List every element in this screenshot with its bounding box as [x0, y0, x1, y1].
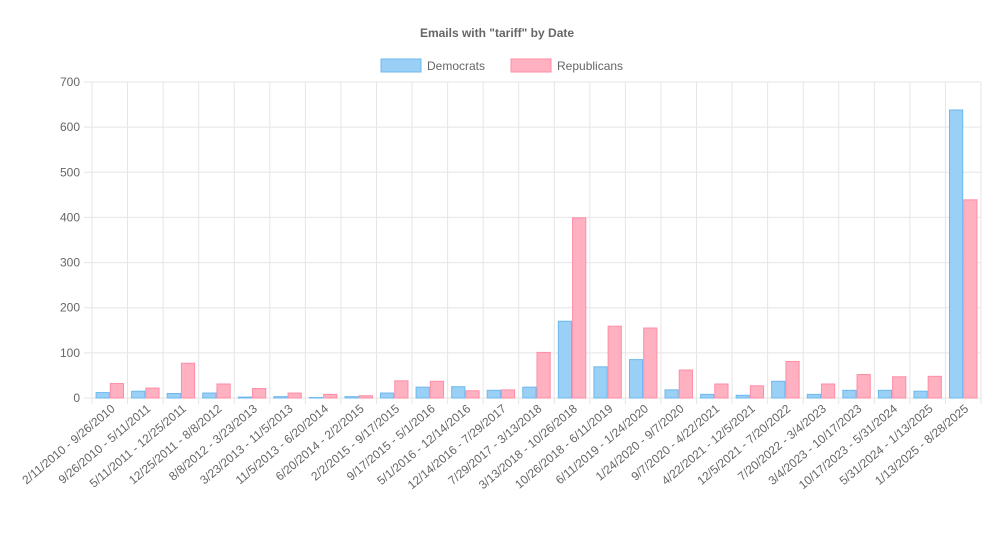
- bar-democrats-8[interactable]: [381, 393, 394, 398]
- y-tick-label: 200: [60, 301, 80, 315]
- bar-republicans-10[interactable]: [466, 391, 479, 398]
- bar-republicans-18[interactable]: [750, 386, 763, 398]
- y-tick-label: 600: [60, 120, 80, 134]
- bar-republicans-1[interactable]: [146, 388, 159, 398]
- y-tick-label: 400: [60, 210, 80, 224]
- y-tick-label: 100: [60, 346, 80, 360]
- bar-democrats-0[interactable]: [96, 393, 109, 398]
- bar-democrats-24[interactable]: [949, 110, 962, 398]
- bar-republicans-7[interactable]: [359, 396, 372, 398]
- bar-democrats-9[interactable]: [416, 387, 429, 398]
- y-tick-label: 700: [60, 75, 80, 89]
- bar-republicans-6[interactable]: [324, 394, 337, 398]
- bar-democrats-19[interactable]: [772, 381, 785, 398]
- bar-democrats-22[interactable]: [878, 390, 891, 398]
- bar-republicans-21[interactable]: [857, 375, 870, 398]
- bar-republicans-14[interactable]: [608, 326, 621, 398]
- legend-label-democrats: Democrats: [427, 59, 485, 73]
- legend-label-republicans: Republicans: [557, 59, 623, 73]
- bar-republicans-23[interactable]: [928, 376, 941, 398]
- bar-democrats-1[interactable]: [132, 391, 145, 398]
- bar-democrats-13[interactable]: [558, 321, 571, 398]
- bar-democrats-3[interactable]: [203, 393, 216, 398]
- y-tick-label: 0: [73, 391, 80, 405]
- bar-republicans-12[interactable]: [537, 352, 550, 398]
- bar-democrats-15[interactable]: [629, 360, 642, 398]
- y-tick-label: 300: [60, 256, 80, 270]
- bar-republicans-9[interactable]: [430, 381, 443, 398]
- bar-republicans-3[interactable]: [217, 384, 230, 398]
- chart-legend: Democrats Republicans: [381, 59, 623, 73]
- bar-republicans-11[interactable]: [501, 390, 514, 398]
- bar-republicans-19[interactable]: [786, 361, 799, 398]
- y-tick-label: 500: [60, 165, 80, 179]
- bar-democrats-16[interactable]: [665, 390, 678, 398]
- bar-republicans-17[interactable]: [715, 384, 728, 398]
- bar-democrats-18[interactable]: [736, 395, 749, 398]
- bar-republicans-20[interactable]: [821, 384, 834, 398]
- bar-republicans-15[interactable]: [644, 328, 657, 398]
- bar-democrats-23[interactable]: [914, 391, 927, 398]
- bar-democrats-12[interactable]: [523, 387, 536, 398]
- bar-republicans-16[interactable]: [679, 370, 692, 398]
- bar-democrats-17[interactable]: [701, 394, 714, 398]
- bar-republicans-5[interactable]: [288, 393, 301, 398]
- bar-democrats-14[interactable]: [594, 367, 607, 398]
- legend-item-republicans[interactable]: Republicans: [511, 59, 623, 73]
- bar-democrats-7[interactable]: [345, 397, 358, 398]
- bar-democrats-21[interactable]: [843, 390, 856, 398]
- bar-democrats-2[interactable]: [167, 393, 180, 398]
- chart-title: Emails with "tariff" by Date: [420, 26, 574, 40]
- bar-democrats-4[interactable]: [238, 397, 251, 398]
- bar-republicans-8[interactable]: [395, 381, 408, 398]
- bar-republicans-4[interactable]: [253, 389, 266, 398]
- bar-republicans-22[interactable]: [893, 377, 906, 398]
- y-axis: 0 100 200 300 400 500 600 700: [60, 75, 80, 405]
- legend-item-democrats[interactable]: Democrats: [381, 59, 485, 73]
- bar-republicans-2[interactable]: [181, 363, 194, 398]
- bar-republicans-0[interactable]: [110, 384, 123, 398]
- bar-democrats-20[interactable]: [807, 394, 820, 398]
- chart-bars: [96, 110, 977, 398]
- legend-swatch-democrats: [381, 59, 421, 72]
- bar-democrats-10[interactable]: [452, 387, 465, 398]
- bar-democrats-11[interactable]: [487, 390, 500, 398]
- bar-republicans-13[interactable]: [573, 218, 586, 398]
- chart-grid: [84, 82, 981, 404]
- legend-swatch-republicans: [511, 59, 551, 72]
- bar-republicans-24[interactable]: [964, 200, 977, 398]
- bar-democrats-5[interactable]: [274, 397, 287, 398]
